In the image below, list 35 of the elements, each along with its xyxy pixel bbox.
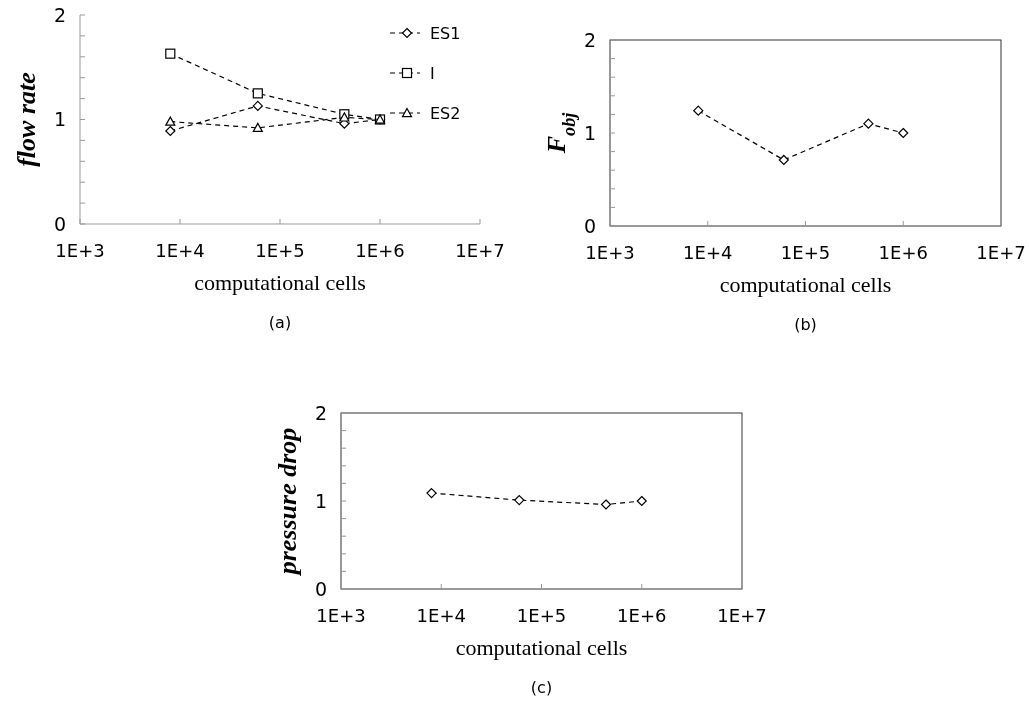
y-tick-label: 2 bbox=[53, 3, 66, 26]
y-tick-label: 2 bbox=[314, 401, 327, 424]
x-tick-label: 1E+7 bbox=[455, 240, 505, 261]
x-tick-label: 1E+6 bbox=[617, 605, 667, 626]
y-axis-title: flow rate bbox=[12, 72, 41, 167]
x-tick-label: 1E+7 bbox=[717, 605, 767, 626]
x-tick-label: 1E+4 bbox=[416, 605, 466, 626]
text: (a) bbox=[268, 313, 292, 332]
x-tick-label: 1E+5 bbox=[516, 605, 567, 626]
x-tick-label: 1E+7 bbox=[976, 242, 1026, 263]
y-tick-label: 1 bbox=[583, 121, 596, 144]
y-tick-label: 1 bbox=[53, 108, 66, 131]
y-axis-title: pressure drop bbox=[273, 427, 302, 577]
x-tick-label: 1E+6 bbox=[878, 242, 928, 263]
x-tick-label: 1E+5 bbox=[255, 240, 305, 261]
y-tick-label: 2 bbox=[583, 28, 596, 51]
x-tick-label: 1E+5 bbox=[780, 242, 831, 263]
x-tick-label: 1E+4 bbox=[683, 242, 733, 263]
text: (c) bbox=[530, 678, 553, 697]
x-tick-label: 1E+4 bbox=[155, 240, 205, 261]
y-tick-label: 0 bbox=[53, 212, 66, 235]
x-tick-label: 1E+6 bbox=[355, 240, 405, 261]
legend-label: ES2 bbox=[430, 103, 461, 123]
x-axis-title: computational cells bbox=[194, 270, 366, 295]
x-axis-title: computational cells bbox=[719, 272, 892, 297]
x-axis-title: computational cells bbox=[455, 635, 628, 660]
y-tick-label: 0 bbox=[314, 577, 327, 600]
legend-label: ES1 bbox=[430, 23, 461, 43]
x-tick-label: 1E+3 bbox=[585, 242, 635, 263]
x-tick-label: 1E+3 bbox=[55, 240, 105, 261]
x-tick-label: 1E+3 bbox=[316, 605, 366, 626]
text: (b) bbox=[794, 315, 817, 334]
y-tick-label: 0 bbox=[583, 214, 596, 237]
legend-label: I bbox=[430, 63, 435, 83]
y-tick-label: 1 bbox=[314, 489, 327, 512]
